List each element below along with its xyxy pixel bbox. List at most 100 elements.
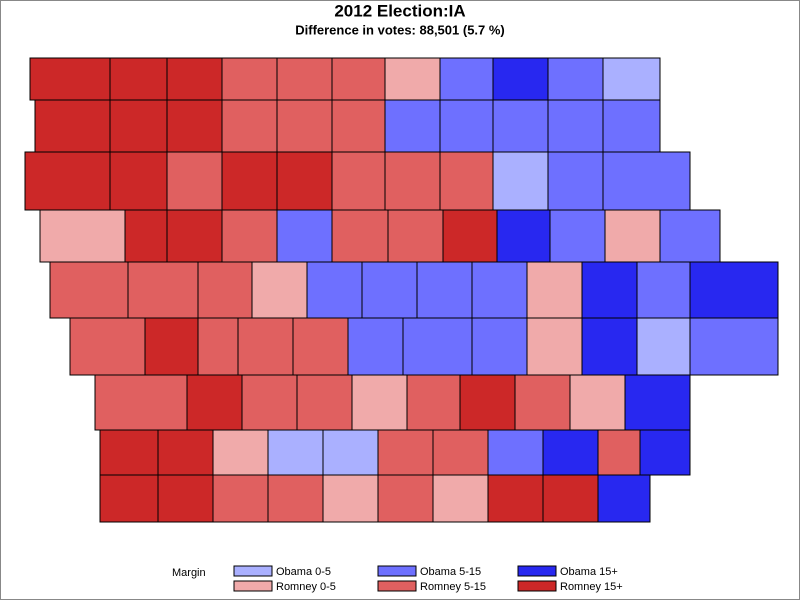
county bbox=[267, 429, 324, 476]
county bbox=[24, 151, 111, 211]
county bbox=[221, 99, 278, 153]
county bbox=[276, 209, 333, 263]
county bbox=[39, 209, 126, 263]
county bbox=[439, 99, 494, 153]
county bbox=[241, 374, 298, 431]
county bbox=[492, 57, 549, 101]
county bbox=[212, 429, 269, 476]
county bbox=[496, 209, 551, 263]
legend-swatch bbox=[233, 580, 273, 592]
county bbox=[124, 209, 168, 263]
county bbox=[251, 261, 308, 319]
county bbox=[602, 151, 691, 211]
county bbox=[514, 374, 571, 431]
county bbox=[69, 317, 146, 376]
county bbox=[542, 429, 599, 476]
county bbox=[221, 209, 278, 263]
county bbox=[547, 57, 604, 101]
county bbox=[331, 99, 386, 153]
county bbox=[276, 151, 333, 211]
legend-label: Romney 5-15 bbox=[420, 581, 486, 593]
county bbox=[547, 99, 604, 153]
county bbox=[581, 317, 638, 376]
county bbox=[542, 474, 599, 523]
county bbox=[166, 151, 223, 211]
county bbox=[157, 474, 214, 523]
county bbox=[331, 209, 389, 263]
county bbox=[604, 209, 661, 263]
county bbox=[602, 57, 661, 101]
county bbox=[94, 374, 188, 431]
legend-swatch bbox=[517, 580, 557, 592]
county bbox=[276, 99, 333, 153]
county bbox=[361, 261, 418, 319]
county bbox=[471, 317, 528, 376]
county bbox=[49, 261, 129, 319]
map-subtitle: Difference in votes: 88,501 (5.7 %) bbox=[295, 22, 505, 37]
county bbox=[157, 429, 214, 476]
county bbox=[186, 374, 243, 431]
legend-title: Margin bbox=[172, 567, 206, 579]
county bbox=[377, 429, 434, 476]
county bbox=[526, 261, 583, 319]
county bbox=[276, 57, 333, 101]
legend: Margin Obama 0-5 Obama 5-15 Obama 15+ Romne… bbox=[172, 565, 623, 593]
legend-swatch bbox=[377, 565, 417, 577]
county bbox=[221, 57, 278, 101]
county bbox=[144, 317, 199, 376]
county bbox=[569, 374, 626, 431]
legend-swatch bbox=[517, 565, 557, 577]
county bbox=[549, 209, 606, 263]
county bbox=[432, 474, 489, 523]
county bbox=[639, 429, 691, 476]
county bbox=[351, 374, 408, 431]
county bbox=[166, 209, 223, 263]
county bbox=[602, 99, 661, 153]
county bbox=[689, 317, 779, 376]
county bbox=[166, 99, 223, 153]
county bbox=[439, 151, 494, 211]
county bbox=[109, 57, 168, 101]
legend-label: Romney 15+ bbox=[560, 581, 623, 593]
county bbox=[659, 209, 721, 263]
legend-swatch bbox=[377, 580, 417, 592]
county bbox=[331, 151, 386, 211]
county bbox=[387, 209, 444, 263]
county bbox=[636, 317, 691, 376]
county bbox=[526, 317, 583, 376]
county bbox=[306, 261, 363, 319]
legend-label: Obama 5-15 bbox=[420, 566, 481, 578]
county bbox=[322, 429, 379, 476]
county bbox=[384, 99, 441, 153]
county bbox=[292, 317, 349, 376]
county bbox=[547, 151, 604, 211]
county bbox=[689, 261, 779, 319]
county bbox=[402, 317, 473, 376]
county bbox=[487, 474, 544, 523]
county bbox=[197, 317, 239, 376]
county bbox=[99, 429, 159, 476]
county bbox=[212, 474, 269, 523]
county bbox=[487, 429, 544, 476]
county bbox=[221, 151, 278, 211]
county bbox=[384, 57, 441, 101]
map-title: 2012 Election:IA bbox=[334, 1, 465, 20]
county bbox=[459, 374, 516, 431]
county bbox=[296, 374, 353, 431]
county bbox=[636, 261, 691, 319]
county bbox=[29, 57, 111, 101]
legend-swatch bbox=[233, 565, 273, 577]
county bbox=[624, 374, 691, 431]
county-map bbox=[24, 57, 779, 523]
county bbox=[416, 261, 473, 319]
legend-label: Romney 0-5 bbox=[276, 581, 336, 593]
county bbox=[267, 474, 324, 523]
county bbox=[442, 209, 498, 263]
legend-label: Obama 15+ bbox=[560, 566, 618, 578]
county bbox=[492, 151, 549, 211]
legend-label: Obama 0-5 bbox=[276, 566, 331, 578]
county bbox=[197, 261, 253, 319]
county bbox=[581, 261, 638, 319]
county bbox=[439, 57, 494, 101]
